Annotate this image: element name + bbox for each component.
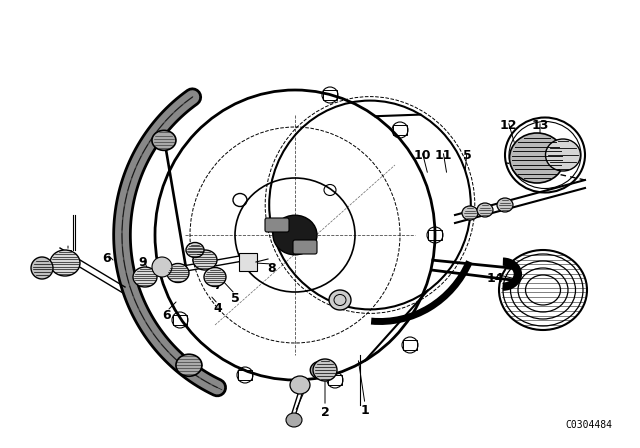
Text: 8: 8 [268, 262, 276, 275]
Text: 1: 1 [360, 404, 369, 417]
Text: 6: 6 [163, 309, 172, 322]
Text: 5: 5 [230, 292, 239, 305]
Ellipse shape [133, 267, 157, 287]
Ellipse shape [310, 361, 332, 379]
Ellipse shape [167, 263, 189, 283]
Text: 7: 7 [63, 249, 72, 262]
Text: 9: 9 [139, 255, 147, 268]
Text: 12: 12 [499, 119, 516, 132]
Ellipse shape [186, 242, 204, 258]
Ellipse shape [497, 198, 513, 212]
FancyBboxPatch shape [239, 253, 257, 271]
FancyBboxPatch shape [293, 240, 317, 254]
FancyBboxPatch shape [265, 218, 289, 232]
Text: C0304484: C0304484 [565, 420, 612, 430]
Text: 5: 5 [463, 148, 472, 161]
Ellipse shape [477, 203, 493, 217]
Ellipse shape [50, 250, 80, 276]
Circle shape [152, 257, 172, 277]
Ellipse shape [286, 413, 302, 427]
Text: 3: 3 [291, 412, 300, 425]
Text: 2: 2 [321, 405, 330, 418]
Text: 6: 6 [102, 251, 111, 264]
Ellipse shape [273, 215, 317, 255]
Ellipse shape [152, 130, 176, 151]
Ellipse shape [193, 250, 217, 270]
Text: 11: 11 [435, 148, 452, 161]
Text: 10: 10 [413, 148, 431, 161]
Text: 7: 7 [214, 279, 222, 292]
Ellipse shape [176, 354, 202, 376]
Ellipse shape [545, 139, 580, 171]
Text: 7: 7 [188, 241, 196, 254]
Ellipse shape [31, 257, 53, 279]
Ellipse shape [329, 290, 351, 310]
Ellipse shape [462, 206, 478, 220]
Text: 4: 4 [214, 302, 222, 314]
Ellipse shape [290, 376, 310, 394]
Ellipse shape [509, 133, 564, 183]
Ellipse shape [204, 267, 226, 287]
Text: 13: 13 [531, 119, 548, 132]
Text: 14: 14 [486, 271, 504, 284]
Ellipse shape [313, 359, 337, 381]
